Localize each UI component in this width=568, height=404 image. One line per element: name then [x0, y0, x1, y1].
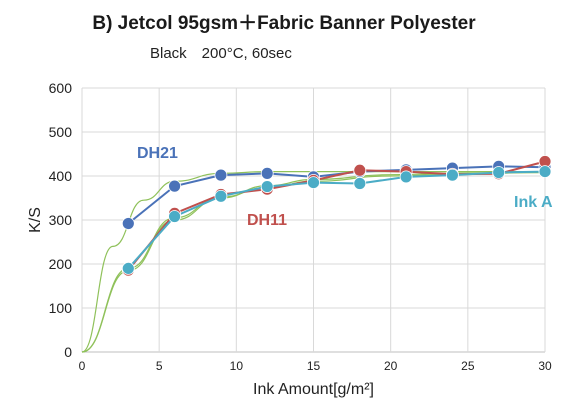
data-point-ink-a [121, 261, 135, 275]
data-point-ink-a [214, 189, 228, 203]
y-tick-label: 100 [49, 300, 73, 316]
data-point-ink-a [168, 210, 182, 223]
chart-subtitle: Black 200°C, 60sec [150, 45, 292, 62]
x-tick-label: 25 [461, 359, 475, 373]
data-point-dh21 [260, 166, 274, 180]
series-line-ink-a [127, 170, 546, 270]
y-tick-label: 0 [64, 344, 72, 360]
data-point-ink-a [353, 177, 367, 190]
series-line-dh21 [127, 165, 546, 225]
y-axis-label: K/S [27, 207, 44, 233]
x-tick-label: 15 [307, 359, 321, 373]
x-tick-label: 0 [79, 359, 86, 373]
y-tick-label: 200 [49, 256, 73, 272]
data-point-ink-a [399, 170, 413, 184]
data-point-dh21 [214, 168, 228, 182]
y-tick-label: 600 [49, 80, 73, 96]
data-point-dh11 [353, 163, 367, 177]
data-point-ink-a [445, 168, 459, 182]
x-tick-label: 5 [156, 359, 163, 373]
data-point-ink-a [307, 176, 320, 190]
x-axis-label: Ink Amount[g/m²] [253, 381, 374, 398]
x-tick-label: 30 [538, 359, 552, 373]
series-line-dh11 [127, 160, 546, 271]
series-label-ink-a: Ink A [514, 194, 553, 211]
data-point-ink-a [538, 165, 552, 179]
data-point-dh21 [168, 179, 182, 193]
y-tick-label: 300 [49, 212, 73, 228]
series-label-dh21: DH21 [137, 145, 178, 162]
series-label-dh11: DH11 [247, 212, 287, 229]
x-tick-label: 20 [384, 359, 398, 373]
data-point-dh21 [121, 217, 135, 230]
x-tick-label: 10 [230, 359, 244, 373]
chart-title: B) Jetcol 95gsm＋Fabric Banner Polyester [92, 13, 476, 34]
y-tick-label: 500 [49, 124, 73, 140]
data-point-ink-a [492, 166, 506, 179]
data-point-ink-a [260, 180, 274, 193]
y-tick-label: 400 [49, 168, 73, 184]
